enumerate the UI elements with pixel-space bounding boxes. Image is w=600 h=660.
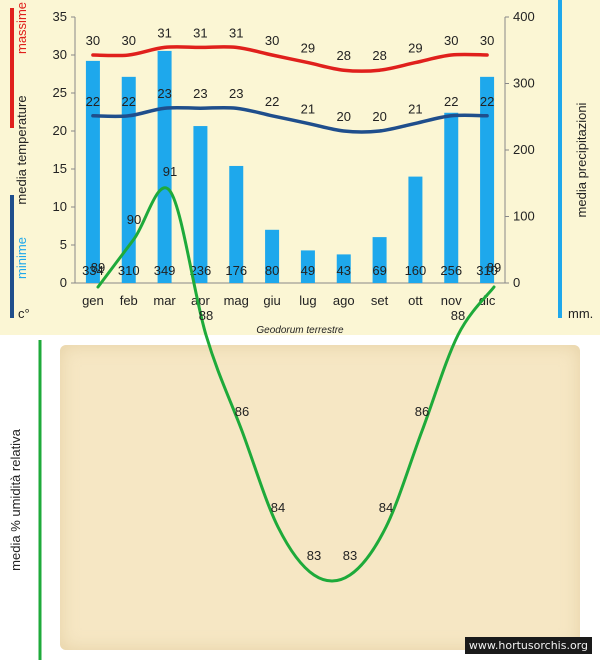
minime-data-label: 22 [265,94,279,109]
site-watermark: www.hortusorchis.org [464,637,592,654]
massime-data-label: 30 [480,33,494,48]
massime-data-label: 28 [337,48,351,63]
precipitation-bar [336,254,351,283]
minime-data-label: 21 [301,101,315,116]
right-axis-tick-label: 100 [513,209,535,224]
precipitation-bar [121,76,136,283]
humidity-data-label: 86 [235,404,249,419]
minime-data-label: 21 [408,101,422,116]
x-axis-tick-label: mar [153,293,176,308]
right-axis-tick-label: 400 [513,9,535,24]
massime-data-label: 30 [265,33,279,48]
x-axis-tick-label: gen [82,293,104,308]
right-axis-tick-label: 300 [513,76,535,91]
precipitation-data-label: 49 [301,263,315,278]
humidity-axis-label: media % umidità relativa [8,428,23,570]
chart-caption: Geodorum terrestre [256,325,344,336]
massime-temperature-line [91,45,489,73]
minime-data-label: 22 [444,94,458,109]
precipitation-bar [372,237,387,283]
minime-data-label: 20 [372,109,386,124]
left-axis-tick-label: 5 [60,237,67,252]
minime-data-label: 22 [86,94,100,109]
humidity-data-label: 83 [307,548,321,563]
precipitation-bar [300,250,315,283]
precipitation-bar [193,126,208,283]
massime-label: massime [14,2,29,54]
precipitation-data-label: 80 [265,263,279,278]
humidity-data-label: 88 [199,308,213,323]
precipitation-bar [265,229,280,283]
precipitation-data-label: 236 [190,263,212,278]
left-axis-tick-label: 20 [53,123,67,138]
precipitation-bar [480,76,495,283]
x-axis-tick-label: set [371,293,389,308]
precipitation-data-label: 349 [154,263,176,278]
minime-data-label: 23 [193,86,207,101]
massime-data-label: 28 [372,48,386,63]
x-axis-tick-label: feb [120,293,138,308]
left-axis-tick-label: 15 [53,161,67,176]
precipitation-data-label: 43 [337,263,351,278]
precipitation-bar [408,176,423,283]
precipitation-data-label: 176 [225,263,247,278]
massime-data-label: 31 [229,25,243,40]
temperature-unit-label: c° [18,306,30,321]
x-axis-tick-label: ago [333,293,355,308]
precipitation-data-label: 310 [476,263,498,278]
left-axis-tick-label: 25 [53,85,67,100]
humidity-data-label: 90 [127,212,141,227]
temperature-precipitation-chart: massime media temperature minime c° medi… [10,0,593,321]
x-axis-tick-label: giu [263,293,280,308]
minime-data-label: 22 [122,94,136,109]
x-axis-tick-label: dic [479,293,496,308]
precipitation-axis-label: media precipitazioni [574,102,589,217]
massime-data-label: 29 [301,41,315,56]
humidity-data-label: 83 [343,548,357,563]
minime-data-label: 22 [480,94,494,109]
left-axis-tick-label: 10 [53,199,67,214]
humidity-data-label: 86 [415,404,429,419]
minime-temperature-line [91,105,489,134]
humidity-data-label: 89 [91,260,105,275]
right-axis-tick-label: 0 [513,275,520,290]
x-axis-tick-label: nov [441,293,462,308]
precipitation-data-label: 310 [118,263,140,278]
precipitation-bar [229,165,244,283]
x-axis-tick-label: lug [299,293,316,308]
humidity-chart-background [60,345,580,650]
precipitation-data-label: 160 [405,263,427,278]
x-axis-tick-label: mag [224,293,249,308]
humidity-data-label: 84 [379,500,393,515]
right-axis-tick-label: 200 [513,142,535,157]
humidity-line [96,186,496,583]
left-axis-tick-label: 30 [53,47,67,62]
precipitation-data-label: 69 [372,263,386,278]
left-axis-tick-label: 35 [53,9,67,24]
humidity-data-label: 84 [271,500,285,515]
humidity-data-label: 89 [487,260,501,275]
precipitation-data-label: 334 [82,263,104,278]
massime-data-label: 30 [444,33,458,48]
minime-data-label: 23 [229,86,243,101]
massime-data-label: 31 [193,25,207,40]
precipitation-bar [444,112,459,283]
minime-data-label: 23 [157,86,171,101]
massime-data-label: 30 [86,33,100,48]
humidity-data-label: 88 [451,308,465,323]
climate-chart-panel [0,0,600,345]
precipitation-data-label: 256 [440,263,462,278]
massime-data-label: 30 [122,33,136,48]
humidity-data-label: 91 [163,164,177,179]
minime-label: minime [14,237,29,279]
left-axis-tick-label: 0 [60,275,67,290]
x-axis-tick-label: ott [408,293,423,308]
precipitation-unit-label: mm. [568,306,593,321]
temperature-axis-label: media temperature [14,95,29,204]
massime-data-label: 29 [408,41,422,56]
massime-data-label: 31 [157,25,171,40]
minime-data-label: 20 [337,109,351,124]
